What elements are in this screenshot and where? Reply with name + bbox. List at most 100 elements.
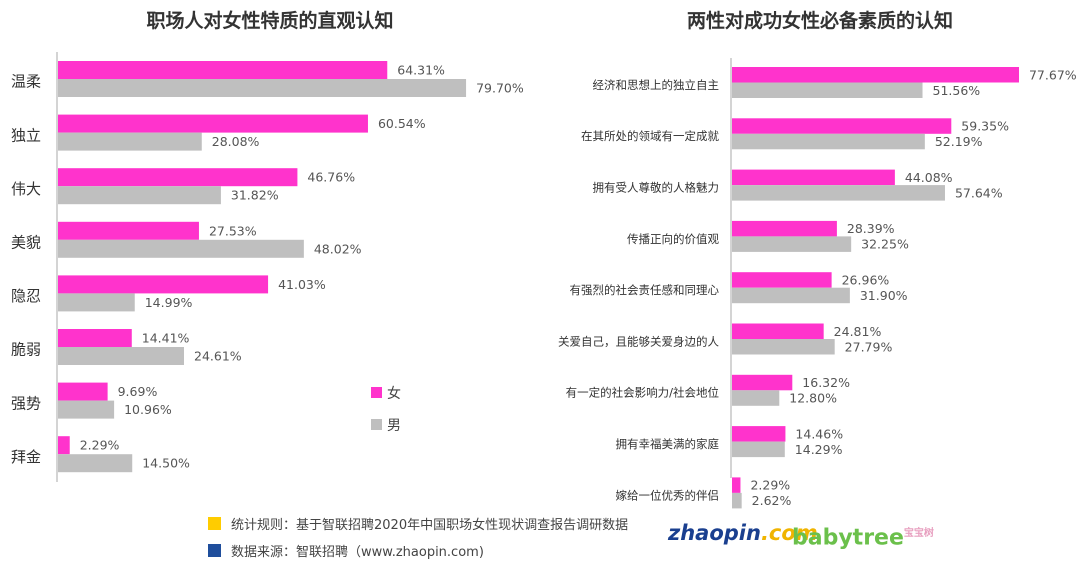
chart-0-value-label-female: 2.29% [80,438,120,453]
chart-0-category-label: 脆弱 [11,341,41,359]
chart-0-category-label: 隐忍 [11,287,41,305]
chart-1-value-label-female: 26.96% [842,272,890,287]
chart-1-category-label: 关爱自己，且能够关爱身边的人 [558,334,719,348]
legend-male-label: 男 [387,418,401,434]
legend-male-swatch [371,419,382,430]
footer-source: 数据来源：智联招聘（www.zhaopin.com) [208,541,484,560]
chart-1-value-label-female: 28.39% [847,221,895,236]
legend-female-swatch [371,387,382,398]
chart-1-bar-male [732,236,852,252]
footer-rule-text: 统计规则：基于智联招聘2020年中国职场女性现状调查报告调研数据 [231,518,629,533]
chart-1-bar-female [732,220,837,237]
chart-0-category-label: 美貌 [11,234,41,252]
chart-1-bar-male [732,492,742,509]
chart-1-bar-male [732,441,785,458]
chart-0-bar-female [58,382,108,401]
chart-1-category-label: 拥有受人尊敬的人格魅力 [593,180,720,194]
chart-1-bar-male [732,185,945,201]
chart-1-value-label-male: 51.56% [933,83,981,98]
chart-0-value-label-male: 14.99% [145,295,193,310]
chart-1-bar-male [732,133,925,150]
zhaopin-logo: zhaopin.com [668,521,818,545]
chart-1-value-label-male: 31.90% [860,288,908,303]
chart-1-value-label-female: 14.46% [795,426,843,441]
chart-0-bar-female [58,436,70,455]
chart-0-bar-male [58,293,135,312]
chart-0-value-label-female: 64.31% [397,63,445,78]
chart-1-category-label: 经济和思想上的独立自主 [593,78,720,92]
chart-1-category-label: 嫁给一位优秀的伴侣 [616,488,720,502]
chart-1-value-label-male: 12.80% [789,391,837,406]
chart-0-category-label: 伟大 [11,180,41,198]
chart-1-value-label-male: 2.62% [752,493,792,508]
chart-1-bar-female [732,477,741,493]
chart-0-bar-male [58,400,115,419]
chart-0-value-label-male: 24.61% [194,349,242,364]
chart-1-category-label: 在其所处的领域有一定成就 [581,129,719,143]
chart-0-bar-female [58,168,298,187]
chart-0-bar-male [58,454,133,473]
chart-0-value-label-female: 46.76% [307,170,355,185]
chart-1-bar-female [732,374,793,391]
chart-0-bar-female [58,275,269,294]
footer-rule: 统计规则：基于智联招聘2020年中国职场女性现状调查报告调研数据 [208,514,628,533]
chart-1-bar-female [732,272,832,288]
chart-0-value-label-male: 28.08% [212,134,260,149]
chart-1-value-label-female: 59.35% [961,119,1009,134]
chart-1-bar-male [732,390,780,406]
chart-0-category-label: 强势 [11,394,41,412]
chart-1-value-label-male: 14.29% [795,442,843,457]
chart-1-category-label: 拥有幸福美满的家庭 [616,437,720,451]
chart-1-bar-female [732,67,1019,83]
chart-1-value-label-female: 77.67% [1029,67,1077,82]
chart-1-bar-female [732,426,786,442]
chart-0-value-label-female: 14.41% [142,331,190,346]
chart-1-category-label: 有强烈的社会责任感和同理心 [570,283,720,297]
chart-0-bar-male [58,79,467,97]
chart-1-value-label-male: 27.79% [845,339,893,354]
chart-0-value-label-male: 79.70% [476,81,524,96]
chart-1-value-label-female: 16.32% [802,375,850,390]
chart-0-value-label-female: 9.69% [118,384,158,399]
chart-0-bar-male [58,132,202,151]
chart-0-category-label: 拜金 [11,448,41,466]
chart-1-bar-male [732,82,923,98]
chart-1-value-label-male: 52.19% [935,134,983,149]
chart-1-bar-female [732,323,824,339]
chart-1-value-label-male: 32.25% [861,237,909,252]
footer-source-text: 数据来源：智联招聘（www.zhaopin.com) [231,545,484,560]
chart-0-bar-female [58,114,368,133]
chart-1-category-label: 传播正向的价值观 [627,232,719,246]
chart-0-bar-male [58,186,221,205]
chart-0-bar-male [58,347,185,365]
chart-1-value-label-female: 44.08% [905,170,953,185]
right-chart-title: 两性对成功女性必备素质的认知 [686,10,953,32]
blue-square-icon [208,544,221,557]
chart-0-bar-female [58,61,388,79]
chart-0-value-label-male: 14.50% [142,456,190,471]
chart-1-bar-female [732,169,895,186]
chart-1-value-label-female: 24.81% [834,324,882,339]
chart-0-category-label: 温柔 [11,73,41,91]
chart-1-value-label-female: 2.29% [750,478,790,493]
legend-female-label: 女 [387,385,401,402]
chart-0-category-label: 独立 [11,126,41,144]
chart-0-bar-female [58,329,132,347]
chart-0-value-label-male: 31.82% [231,188,279,203]
yellow-square-icon [208,517,221,530]
chart-0-bar-male [58,239,304,258]
chart-0-value-label-male: 48.02% [314,241,362,256]
babytree-logo: babytree宝宝树 [792,525,934,551]
chart-1-bar-male [732,339,835,355]
chart-0-value-label-female: 60.54% [378,116,426,131]
chart-1-category-label: 有一定的社会影响力/社会地位 [566,386,719,400]
chart-0-bar-female [58,221,199,240]
chart-0-value-label-female: 41.03% [278,277,326,292]
chart-1-value-label-male: 57.64% [955,185,1003,200]
chart-0-value-label-male: 10.96% [124,402,172,417]
chart-0-value-label-female: 27.53% [209,223,257,238]
left-chart-title: 职场人对女性特质的直观认知 [146,10,394,32]
chart-1-bar-male [732,287,850,304]
